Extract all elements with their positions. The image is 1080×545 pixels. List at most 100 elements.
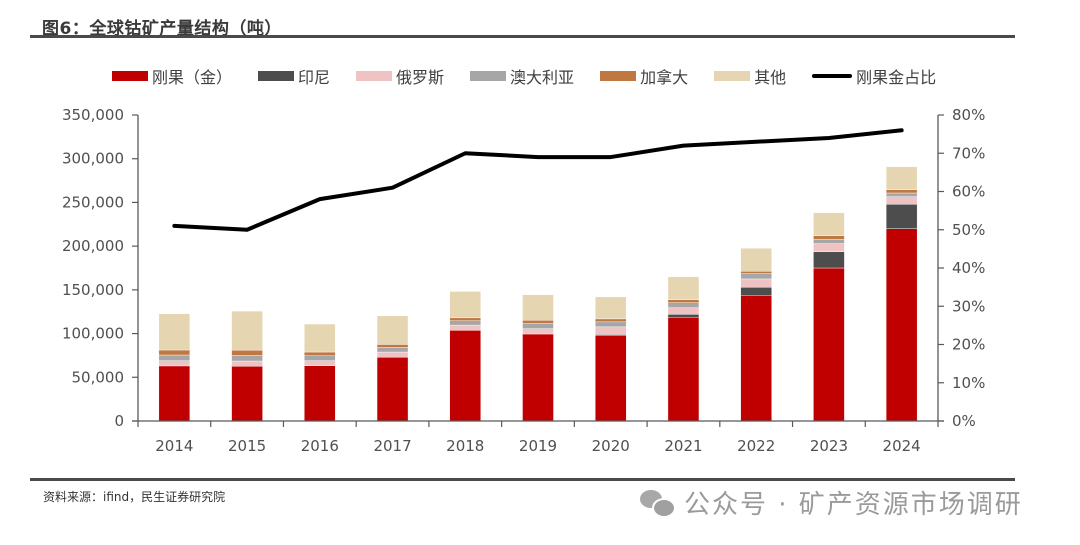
- bar-other-2014: [158, 313, 191, 351]
- bar-russia-2020: [595, 326, 627, 335]
- bar-drc-2017: [376, 357, 409, 422]
- right-tick-label: 20%: [952, 336, 985, 354]
- left-tick-label: 100,000: [62, 325, 124, 343]
- bar-russia-2022: [740, 278, 772, 288]
- x-tick-label: 2018: [446, 437, 484, 455]
- bar-russia-2023: [813, 243, 845, 252]
- left-tick-label: 250,000: [62, 193, 124, 211]
- bar-indonesia-2023: [813, 251, 845, 269]
- x-tick-label: 2023: [810, 437, 848, 455]
- bar-other-2024: [885, 166, 918, 190]
- right-tick-label: 80%: [952, 106, 985, 124]
- x-tick-label: 2020: [592, 437, 630, 455]
- right-tick-label: 40%: [952, 259, 985, 277]
- stacked-bar-line-chart: 0 50,000 100,000 150,000 200,000 250,000 300,0…: [62, 106, 985, 455]
- x-tick-label: 2017: [373, 437, 411, 455]
- bar-drc-2019: [522, 333, 554, 422]
- bar-russia-2016: [304, 360, 336, 366]
- bar-other-2019: [522, 294, 554, 321]
- bottom-divider: [30, 478, 1015, 481]
- line-drc-share: [172, 128, 904, 232]
- bar-indonesia-2021: [667, 314, 700, 318]
- x-tick-label: 2019: [519, 437, 557, 455]
- legend-swatch: [600, 71, 637, 81]
- legend-item-other: 其他: [714, 64, 786, 88]
- wechat-icon: [640, 488, 676, 518]
- bar-other-2021: [667, 276, 700, 300]
- legend-item-canada: 加拿大: [600, 64, 688, 88]
- bar-canada-2018: [449, 317, 481, 322]
- bar-canada-2017: [376, 344, 409, 348]
- legend-item-australia: 澳大利亚: [470, 64, 574, 88]
- bar-australia-2015: [231, 355, 263, 362]
- bar-other-2023: [813, 212, 845, 236]
- legend-label: 其他: [754, 68, 787, 87]
- bar-australia-2023: [813, 239, 845, 244]
- legend-line-swatch: [812, 74, 853, 78]
- legend-item-russia: 俄罗斯: [356, 64, 444, 88]
- left-tick-label: 0: [114, 412, 124, 430]
- bar-australia-2020: [595, 321, 627, 328]
- bar-drc-2024: [885, 228, 918, 422]
- bar-other-2016: [304, 323, 336, 353]
- bar-russia-2017: [376, 351, 409, 358]
- legend-label: 俄罗斯: [396, 68, 445, 87]
- bar-russia-2018: [449, 324, 481, 331]
- left-tick-label: 50,000: [72, 368, 125, 386]
- bar-canada-2021: [667, 299, 700, 303]
- bar-australia-2016: [304, 355, 336, 361]
- bar-canada-2015: [231, 349, 263, 356]
- watermark: 公众号 · 矿产资源市场调研: [640, 484, 1023, 521]
- bar-canada-2019: [522, 320, 554, 324]
- x-tick-label: 2022: [737, 437, 775, 455]
- figure-title: 图6：全球钴矿产量结构（吨）: [42, 19, 282, 39]
- x-tick-label: 2014: [155, 437, 193, 455]
- legend-item-line: 刚果金占比: [812, 64, 936, 88]
- bar-australia-2018: [449, 320, 481, 326]
- legend-label: 澳大利亚: [510, 68, 575, 87]
- right-tick-label: 0%: [952, 412, 976, 430]
- legend-label: 刚果（金）: [152, 68, 233, 87]
- bar-drc-2014: [158, 365, 191, 422]
- bar-russia-2024: [885, 196, 918, 205]
- bar-australia-2014: [158, 354, 191, 361]
- chart-legend: 刚果（金） 印尼 俄罗斯 澳大利亚 加拿大 其他 刚果金占比: [112, 64, 962, 88]
- bar-russia-2015: [231, 360, 263, 367]
- left-tick-label: 200,000: [62, 237, 124, 255]
- bar-australia-2024: [885, 192, 918, 197]
- right-tick-label: 30%: [952, 297, 985, 315]
- legend-swatch: [714, 71, 751, 81]
- bar-russia-2014: [158, 360, 191, 367]
- bar-drc-2015: [231, 366, 263, 422]
- bar-other-2015: [231, 310, 263, 351]
- right-tick-label: 10%: [952, 374, 985, 392]
- x-tick-label: 2016: [301, 437, 339, 455]
- bar-other-2020: [595, 296, 627, 320]
- right-tick-label: 50%: [952, 221, 985, 239]
- legend-item-indonesia: 印尼: [258, 64, 330, 88]
- bar-other-2018: [449, 291, 481, 319]
- bar-drc-2020: [595, 335, 627, 422]
- legend-swatch: [356, 71, 393, 81]
- left-tick-label: 150,000: [62, 281, 124, 299]
- legend-label: 印尼: [298, 68, 331, 87]
- x-tick-label: 2024: [883, 437, 921, 455]
- bar-canada-2014: [158, 349, 191, 356]
- bar-drc-2023: [813, 267, 845, 422]
- bar-australia-2022: [740, 273, 772, 280]
- x-tick-label: 2021: [664, 437, 702, 455]
- right-tick-label: 70%: [952, 144, 985, 162]
- watermark-text: 公众号 · 矿产资源市场调研: [684, 490, 1023, 520]
- bar-drc-2016: [304, 365, 336, 422]
- bar-drc-2021: [667, 317, 700, 422]
- x-tick-label: 2015: [228, 437, 266, 455]
- legend-label: 刚果金占比: [856, 68, 937, 87]
- bar-indonesia-2022: [740, 287, 772, 296]
- legend-swatch: [470, 71, 507, 81]
- bar-indonesia-2024: [885, 204, 918, 229]
- bar-russia-2021: [667, 307, 700, 315]
- bar-drc-2018: [449, 330, 481, 422]
- legend-swatch: [258, 71, 295, 81]
- right-tick-label: 60%: [952, 183, 985, 201]
- bar-drc-2022: [740, 295, 772, 422]
